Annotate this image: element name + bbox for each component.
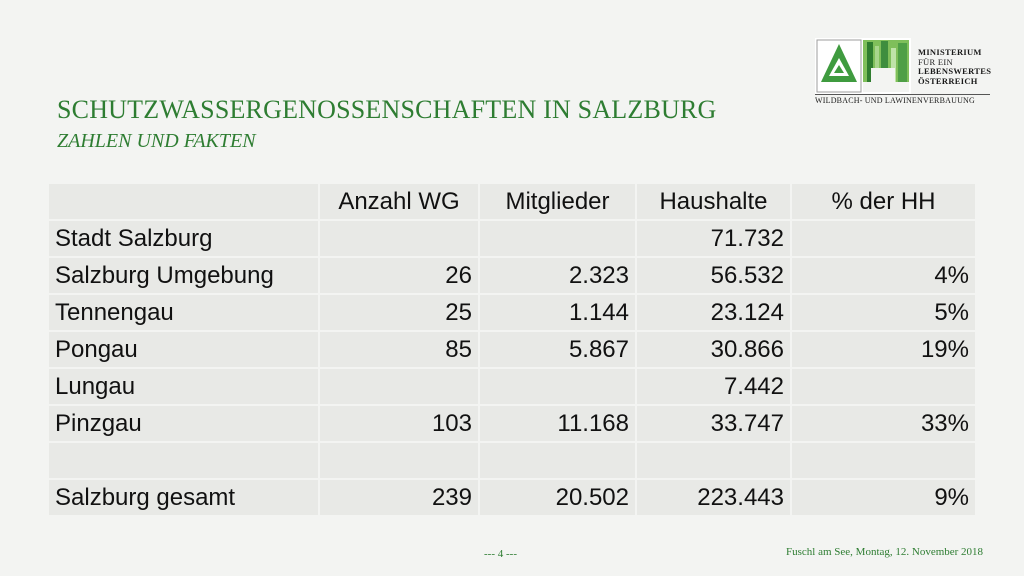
logo-line: LEBENSWERTES <box>918 66 992 76</box>
column-header <box>47 182 320 221</box>
table-row <box>47 441 977 480</box>
logo-wordmark: MINISTERIUM FÜR EIN LEBENSWERTES ÖSTERRE… <box>918 47 992 86</box>
page-number: --- 4 --- <box>484 548 517 560</box>
ministry-logo: MINISTERIUM FÜR EIN LEBENSWERTES ÖSTERRE… <box>815 38 995 105</box>
value-cell: 71.732 <box>635 219 792 258</box>
table-header-row: Anzahl WG Mitglieder Haushalte % der HH <box>47 182 977 221</box>
table-row: Tennengau 25 1.144 23.124 5% <box>47 293 977 332</box>
region-cell: Tennengau <box>47 293 320 332</box>
table-row: Salzburg gesamt 239 20.502 223.443 9% <box>47 478 977 517</box>
value-cell: 9% <box>790 478 977 517</box>
logo-line: ÖSTERREICH <box>918 75 978 86</box>
value-cell <box>318 219 480 258</box>
value-cell <box>478 441 637 480</box>
column-header: Mitglieder <box>478 182 637 221</box>
region-cell: Lungau <box>47 367 320 406</box>
value-cell: 223.443 <box>635 478 792 517</box>
region-cell <box>47 441 320 480</box>
value-cell: 56.532 <box>635 256 792 295</box>
value-cell: 23.124 <box>635 293 792 332</box>
value-cell <box>635 441 792 480</box>
value-cell: 1.144 <box>478 293 637 332</box>
logo-line: FÜR EIN <box>918 56 953 67</box>
value-cell: 33.747 <box>635 404 792 443</box>
table-row: Pongau 85 5.867 30.866 19% <box>47 330 977 369</box>
region-cell: Pongau <box>47 330 320 369</box>
value-cell: 2.323 <box>478 256 637 295</box>
logo-line: MINISTERIUM <box>918 47 982 57</box>
value-cell: 30.866 <box>635 330 792 369</box>
footer-date: Fuschl am See, Montag, 12. November 2018 <box>786 546 984 558</box>
region-cell: Salzburg gesamt <box>47 478 320 517</box>
value-cell: 25 <box>318 293 480 332</box>
statistics-table: Anzahl WG Mitglieder Haushalte % der HH … <box>47 182 977 517</box>
table-row: Pinzgau 103 11.168 33.747 33% <box>47 404 977 443</box>
page-title: SCHUTZWASSERGENOSSENSCHAFTEN IN SALZBURG <box>57 95 717 124</box>
value-cell <box>318 367 480 406</box>
value-cell: 5.867 <box>478 330 637 369</box>
region-cell: Stadt Salzburg <box>47 219 320 258</box>
value-cell: 11.168 <box>478 404 637 443</box>
table-row: Lungau 7.442 <box>47 367 977 406</box>
value-cell: 7.442 <box>635 367 792 406</box>
table-row: Salzburg Umgebung 26 2.323 56.532 4% <box>47 256 977 295</box>
region-cell: Pinzgau <box>47 404 320 443</box>
value-cell <box>478 219 637 258</box>
value-cell: 20.502 <box>478 478 637 517</box>
value-cell: 19% <box>790 330 977 369</box>
value-cell <box>318 441 480 480</box>
value-cell: 26 <box>318 256 480 295</box>
column-header: Anzahl WG <box>318 182 480 221</box>
value-cell <box>790 441 977 480</box>
value-cell <box>790 367 977 406</box>
column-header: % der HH <box>790 182 977 221</box>
value-cell <box>478 367 637 406</box>
region-cell: Salzburg Umgebung <box>47 256 320 295</box>
page-subtitle: ZAHLEN UND FAKTEN <box>57 130 256 152</box>
value-cell: 4% <box>790 256 977 295</box>
value-cell: 33% <box>790 404 977 443</box>
logo-subline: WILDBACH- UND LAWINENVERBAUUNG <box>815 94 990 105</box>
column-header: Haushalte <box>635 182 792 221</box>
value-cell: 5% <box>790 293 977 332</box>
ministry-logo-icon <box>815 38 911 94</box>
value-cell: 239 <box>318 478 480 517</box>
value-cell: 103 <box>318 404 480 443</box>
value-cell <box>790 219 977 258</box>
value-cell: 85 <box>318 330 480 369</box>
table-row: Stadt Salzburg 71.732 <box>47 219 977 258</box>
